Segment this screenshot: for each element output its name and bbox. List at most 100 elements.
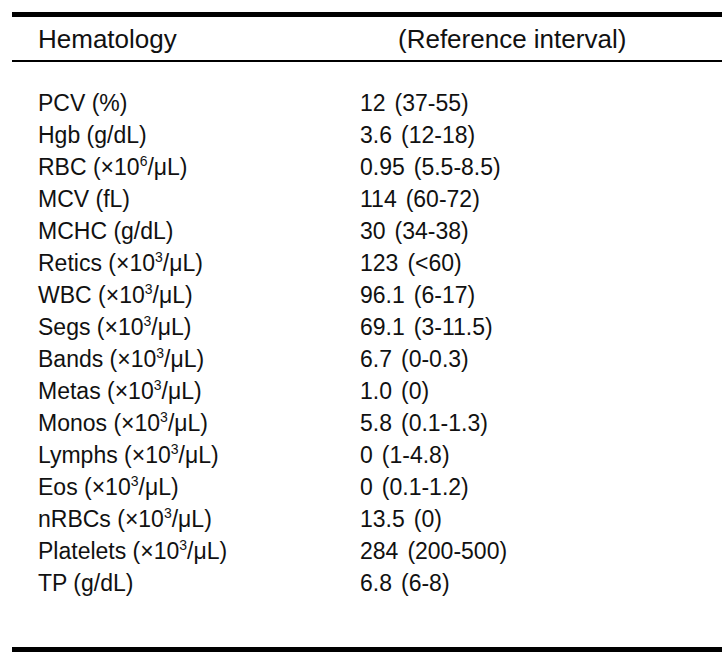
parameter-exponent: 3 [179, 537, 187, 553]
parameter-cell: Retics (×103/μL) [38, 247, 360, 279]
reference-interval: (0) [414, 503, 442, 535]
reference-interval: (1-4.8) [382, 439, 450, 471]
parameter-label: Platelets (×10 [38, 538, 179, 564]
result-value: 6.7 [360, 343, 392, 375]
column-header-parameter: Hematology [38, 23, 177, 54]
table-row: Eos (×103/μL) 0 (0.1-1.2) [0, 471, 722, 503]
parameter-unit: /μL) [179, 442, 219, 468]
parameter-exponent: 3 [155, 249, 163, 265]
table-row: WBC (×103/μL) 96.1 (6-17) [0, 279, 722, 311]
result-value: 114 [360, 183, 397, 215]
value-cell: 30 (34-38) [360, 215, 469, 247]
parameter-exponent: 3 [164, 505, 172, 521]
table-row: Hgb (g/dL) 3.6 (12-18) [0, 119, 722, 151]
hematology-table-page: Hematology (Reference interval) PCV (%) … [0, 0, 722, 669]
parameter-label: Bands (×10 [38, 346, 156, 372]
value-cell: 0.95 (5.5-8.5) [360, 151, 501, 183]
parameter-cell: Platelets (×103/μL) [38, 535, 360, 567]
value-cell: 0 (1-4.8) [360, 439, 450, 471]
parameter-exponent: 3 [171, 441, 179, 457]
reference-interval: (60-72) [406, 183, 480, 215]
result-value: 30 [360, 215, 386, 247]
reference-interval: (0) [401, 375, 429, 407]
parameter-cell: Eos (×103/μL) [38, 471, 360, 503]
parameter-unit: /μL) [168, 410, 208, 436]
parameter-cell: MCV (fL) [38, 183, 360, 215]
parameter-label: MCV (fL) [38, 186, 130, 212]
table-row: MCV (fL) 114 (60-72) [0, 183, 722, 215]
parameter-label: PCV (%) [38, 90, 127, 116]
value-cell: 3.6 (12-18) [360, 119, 475, 151]
parameter-unit: /μL) [147, 154, 187, 180]
value-cell: 12 (37-55) [360, 87, 469, 119]
value-cell: 5.8 (0.1-1.3) [360, 407, 488, 439]
reference-interval: (37-55) [395, 87, 469, 119]
reference-interval: (6-17) [414, 279, 475, 311]
result-value: 13.5 [360, 503, 405, 535]
parameter-cell: nRBCs (×103/μL) [38, 503, 360, 535]
reference-interval: (12-18) [401, 119, 475, 151]
table-row: RBC (×106/μL) 0.95 (5.5-8.5) [0, 151, 722, 183]
table-row: Monos (×103/μL) 5.8 (0.1-1.3) [0, 407, 722, 439]
parameter-exponent: 3 [160, 409, 168, 425]
reference-interval: (<60) [407, 247, 461, 279]
parameter-unit: /μL) [172, 506, 212, 532]
parameter-label: nRBCs (×10 [38, 506, 164, 532]
value-cell: 69.1 (3-11.5) [360, 311, 493, 343]
value-cell: 0 (0.1-1.2) [360, 471, 469, 503]
reference-interval: (34-38) [395, 215, 469, 247]
result-value: 0 [360, 471, 373, 503]
value-cell: 6.7 (0-0.3) [360, 343, 469, 375]
result-value: 1.0 [360, 375, 392, 407]
parameter-label: TP (g/dL) [38, 570, 133, 596]
value-cell: 284 (200-500) [360, 535, 507, 567]
value-cell: 123 (<60) [360, 247, 462, 279]
value-cell: 1.0 (0) [360, 375, 429, 407]
parameter-label: WBC (×10 [38, 282, 145, 308]
parameter-cell: TP (g/dL) [38, 567, 360, 599]
table-row: Metas (×103/μL) 1.0 (0) [0, 375, 722, 407]
parameter-cell: RBC (×106/μL) [38, 151, 360, 183]
reference-interval: (200-500) [407, 535, 507, 567]
parameter-unit: /μL) [163, 250, 203, 276]
value-cell: 13.5 (0) [360, 503, 442, 535]
result-value: 0.95 [360, 151, 405, 183]
parameter-label: Hgb (g/dL) [38, 122, 147, 148]
parameter-unit: /μL) [153, 282, 193, 308]
parameter-cell: Metas (×103/μL) [38, 375, 360, 407]
result-value: 0 [360, 439, 373, 471]
result-value: 3.6 [360, 119, 392, 151]
reference-interval: (6-8) [401, 567, 450, 599]
parameter-cell: Segs (×103/μL) [38, 311, 360, 343]
parameter-cell: PCV (%) [38, 87, 360, 119]
table-row: Retics (×103/μL) 123 (<60) [0, 247, 722, 279]
result-value: 12 [360, 87, 386, 119]
reference-interval: (5.5-8.5) [414, 151, 501, 183]
table-header-rule [12, 60, 722, 62]
result-value: 123 [360, 247, 398, 279]
table-row: PCV (%) 12 (37-55) [0, 87, 722, 119]
parameter-unit: /μL) [187, 538, 227, 564]
result-value: 5.8 [360, 407, 392, 439]
parameter-exponent: 3 [145, 281, 153, 297]
parameter-exponent: 3 [131, 473, 139, 489]
result-value: 69.1 [360, 311, 405, 343]
value-cell: 6.8 (6-8) [360, 567, 450, 599]
parameter-unit: /μL) [139, 474, 179, 500]
parameter-exponent: 3 [154, 377, 162, 393]
result-value: 284 [360, 535, 398, 567]
parameter-label: Lymphs (×10 [38, 442, 171, 468]
result-value: 96.1 [360, 279, 405, 311]
table-row: Lymphs (×103/μL) 0 (1-4.8) [0, 439, 722, 471]
parameter-unit: /μL) [164, 346, 204, 372]
parameter-cell: Bands (×103/μL) [38, 343, 360, 375]
parameter-unit: /μL) [162, 378, 202, 404]
parameter-cell: Hgb (g/dL) [38, 119, 360, 151]
value-cell: 96.1 (6-17) [360, 279, 475, 311]
parameter-label: Monos (×10 [38, 410, 160, 436]
parameter-label: Eos (×10 [38, 474, 131, 500]
parameter-label: RBC (×10 [38, 154, 140, 180]
parameter-cell: Monos (×103/μL) [38, 407, 360, 439]
reference-interval: (0.1-1.3) [401, 407, 488, 439]
reference-interval: (3-11.5) [414, 311, 493, 343]
